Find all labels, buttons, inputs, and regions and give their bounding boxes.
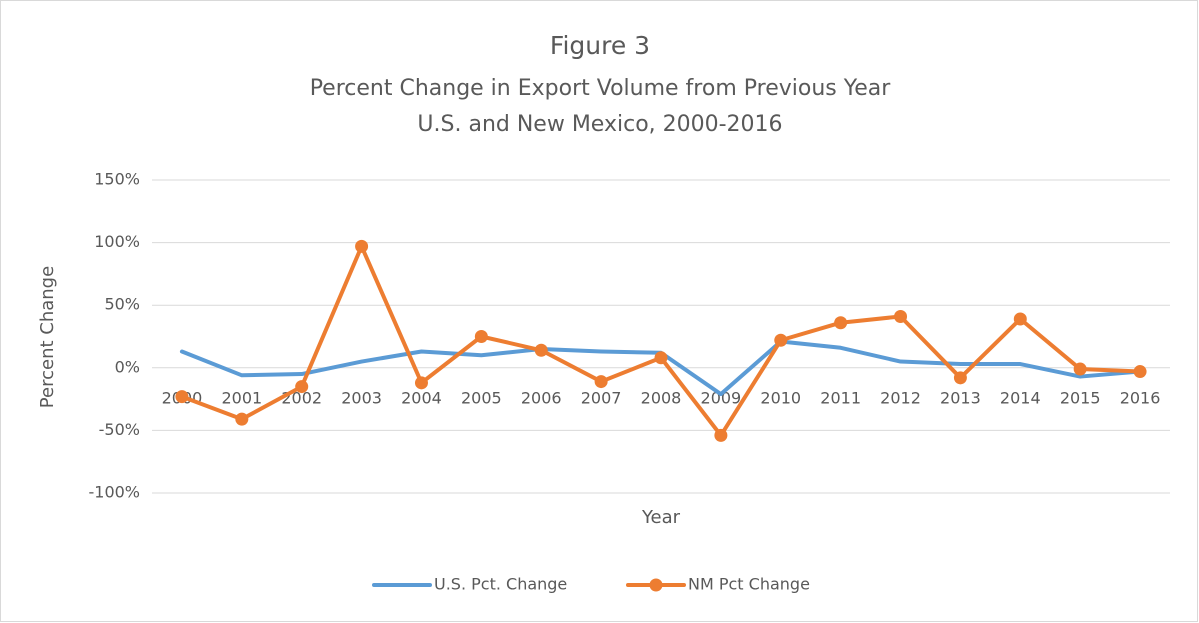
y-axis-label: Percent Change [37, 266, 58, 408]
y-tick-label: 150% [94, 170, 140, 189]
chart-subtitle: U.S. and New Mexico, 2000-2016 [417, 112, 782, 137]
x-tick-label: 2004 [401, 388, 442, 407]
data-point [474, 330, 488, 343]
data-point [774, 333, 788, 347]
x-tick-label: 2009 [701, 388, 742, 407]
x-tick-label: 2010 [760, 388, 801, 407]
data-point [355, 239, 369, 253]
chart-subtitle: Percent Change in Export Volume from Pre… [310, 76, 892, 101]
data-point [894, 309, 908, 323]
x-tick-label: 2011 [820, 388, 861, 407]
data-point [594, 375, 608, 389]
x-tick-label: 2012 [880, 388, 921, 407]
data-point [534, 343, 548, 357]
data-point [834, 316, 848, 330]
data-point [414, 376, 428, 390]
legend-label: U.S. Pct. Change [434, 575, 567, 594]
x-tick-label: 2015 [1060, 388, 1101, 407]
data-point [654, 351, 668, 365]
x-tick-label: 2008 [641, 388, 682, 407]
data-point [714, 428, 728, 442]
x-tick-label: 2003 [341, 388, 382, 407]
chart-title: Figure 3 [550, 31, 650, 60]
data-point [235, 412, 249, 426]
legend-marker [649, 578, 663, 592]
y-tick-label: 50% [104, 295, 140, 314]
data-point [175, 390, 189, 404]
y-tick-label: 100% [94, 232, 140, 251]
x-tick-label: 2007 [581, 388, 622, 407]
x-tick-label: 2016 [1120, 388, 1161, 407]
data-point [295, 380, 309, 394]
y-tick-label: -100% [88, 483, 140, 502]
x-tick-label: 2006 [521, 388, 562, 407]
data-point [953, 371, 967, 385]
data-point [1133, 365, 1147, 379]
x-tick-label: 2014 [1000, 388, 1041, 407]
legend-label: NM Pct Change [688, 575, 810, 594]
y-tick-label: -50% [99, 420, 140, 439]
y-tick-label: 0% [115, 357, 140, 376]
data-point [1073, 362, 1087, 376]
x-axis-label: Year [641, 507, 681, 528]
x-tick-label: 2001 [221, 388, 262, 407]
x-tick-label: 2013 [940, 388, 981, 407]
x-tick-label: 2005 [461, 388, 502, 407]
data-point [1013, 312, 1027, 326]
